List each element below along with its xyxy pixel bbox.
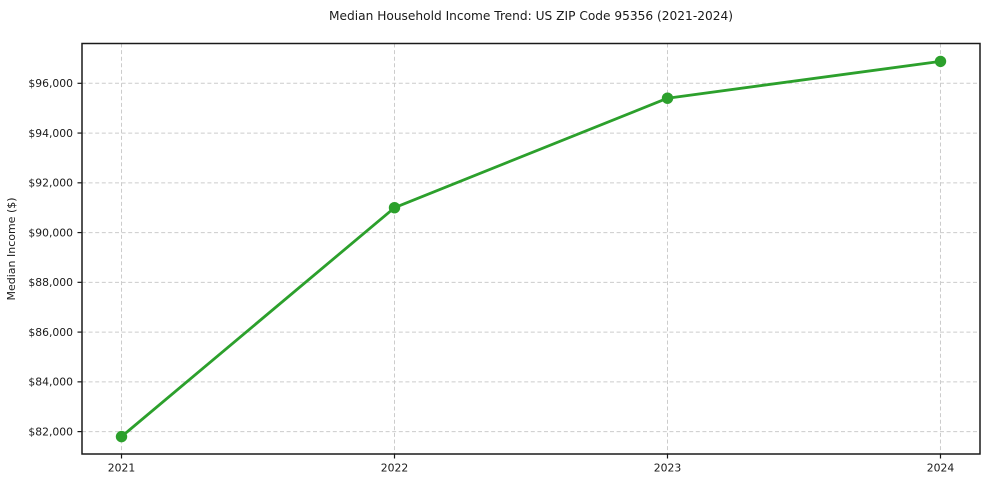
- chart-title: Median Household Income Trend: US ZIP Co…: [329, 9, 733, 23]
- y-tick-label: $86,000: [28, 326, 73, 339]
- data-point-marker: [934, 55, 947, 68]
- y-axis-label: Median Income ($): [5, 197, 18, 300]
- axis-ticks: [77, 82, 942, 459]
- x-tick-label: 2022: [381, 462, 408, 475]
- data-point-marker: [661, 92, 674, 104]
- x-tick-label: 2024: [927, 462, 955, 475]
- y-tick-label: $96,000: [28, 77, 73, 90]
- trend-line: [120, 60, 942, 438]
- gridlines: [82, 43, 980, 454]
- tick-labels: $82,000 $84,000 $86,000 $88,000 $90,000 $92,0…: [28, 77, 954, 474]
- x-tick-label: 2021: [108, 462, 135, 475]
- data-point-marker: [388, 202, 401, 214]
- y-tick-label: $82,000: [28, 425, 73, 438]
- data-series: [115, 55, 947, 443]
- y-tick-label: $92,000: [28, 177, 73, 190]
- y-tick-label: $88,000: [28, 276, 73, 289]
- y-tick-label: $90,000: [28, 226, 73, 239]
- y-tick-label: $94,000: [28, 127, 73, 140]
- data-point-marker: [115, 430, 128, 443]
- plot-border: [81, 42, 981, 455]
- x-tick-label: 2023: [654, 462, 681, 475]
- y-tick-label: $84,000: [28, 376, 73, 389]
